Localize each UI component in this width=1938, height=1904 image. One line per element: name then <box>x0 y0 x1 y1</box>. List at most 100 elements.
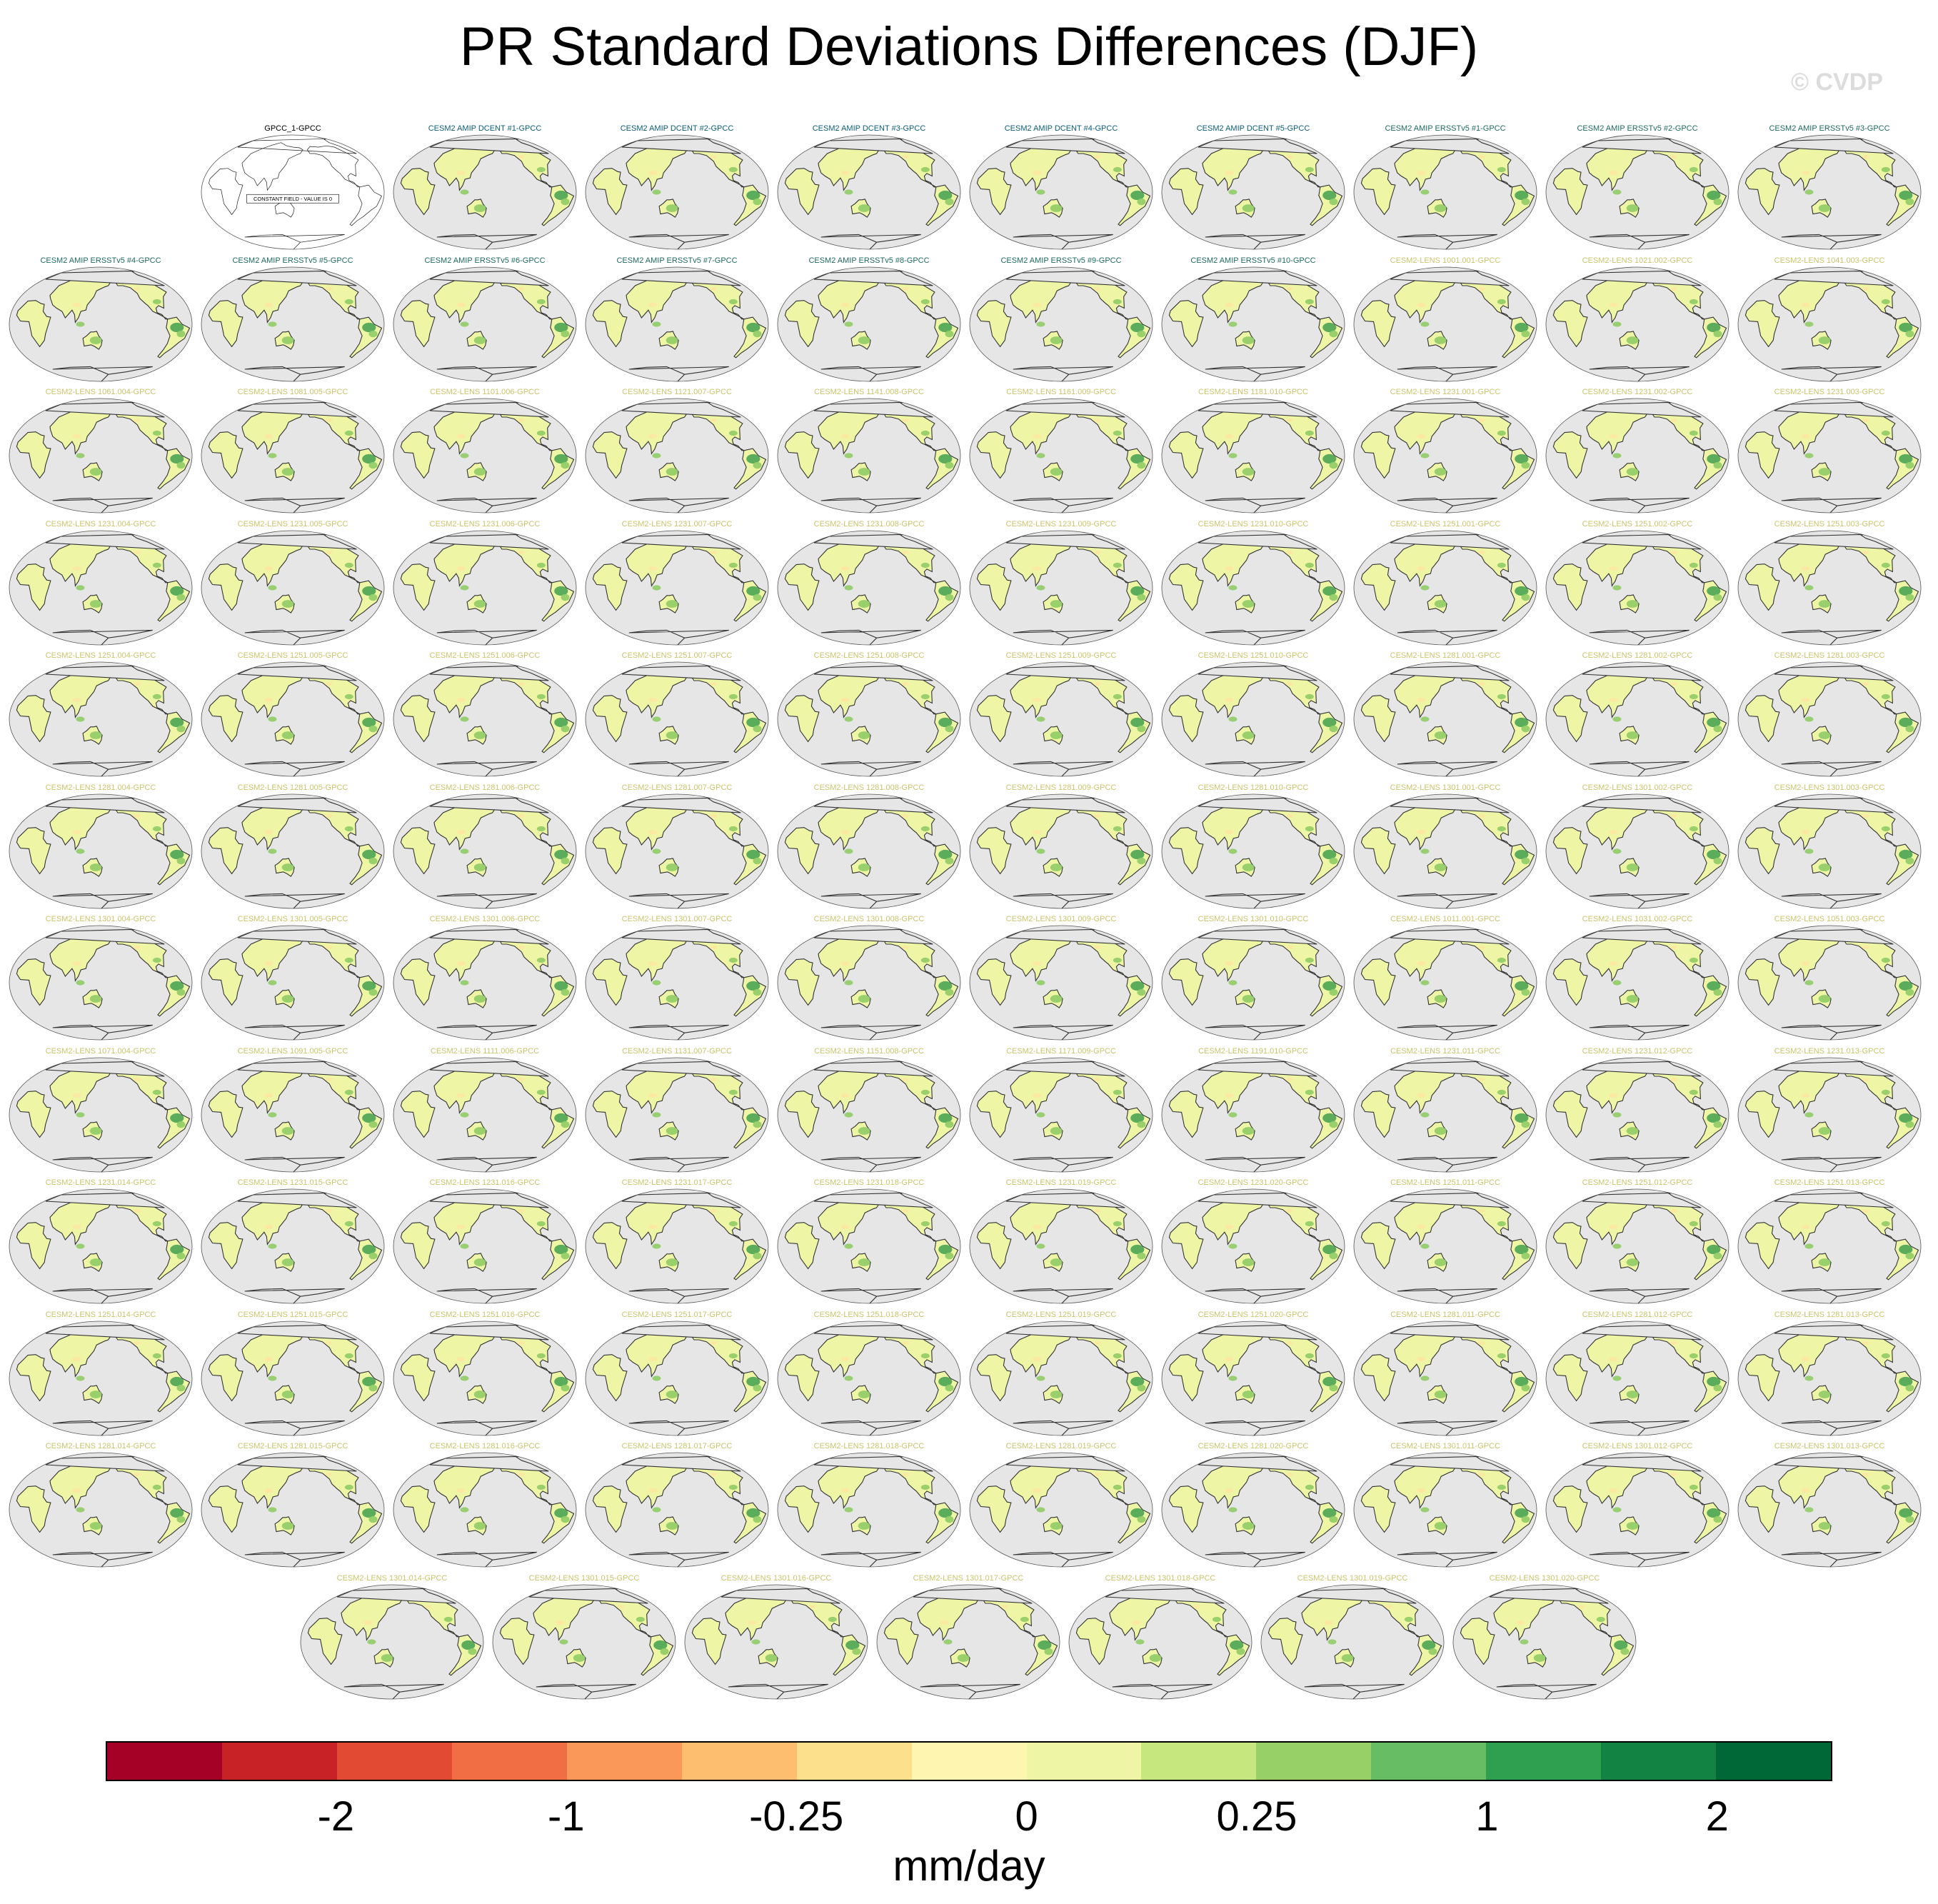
land-antarctica <box>1397 1024 1497 1040</box>
precip-anomaly-patch <box>1899 190 1913 201</box>
precip-anomaly-patch <box>362 586 376 596</box>
precip-anomaly-patch <box>648 698 658 702</box>
precip-anomaly-patch <box>1242 1390 1255 1398</box>
precip-anomaly-patch <box>1420 321 1430 327</box>
map-panel <box>201 661 385 777</box>
precip-anomaly-patch <box>456 171 466 175</box>
colorbar-tick-label: -1 <box>548 1793 585 1840</box>
precip-anomaly-patch <box>1521 593 1530 601</box>
precip-anomaly-patch <box>1521 198 1530 206</box>
land-greenland <box>1774 1061 1894 1077</box>
land-antarctica <box>1781 366 1882 381</box>
precip-anomaly-patch <box>1305 166 1314 173</box>
precip-anomaly-patch <box>844 453 853 459</box>
precip-anomaly-patch <box>268 453 277 459</box>
precip-anomaly-patch <box>709 1473 717 1476</box>
map-panel <box>969 398 1153 513</box>
precip-anomaly-patch <box>753 1515 762 1523</box>
panel-label: CESM2-LENS 1231.004-GPCC <box>45 519 156 528</box>
map-panel <box>393 134 577 250</box>
precip-anomaly-patch <box>1420 1375 1430 1381</box>
precip-anomaly-patch <box>473 731 486 739</box>
precip-anomaly-patch <box>536 1353 546 1358</box>
map-panel <box>585 530 769 645</box>
precip-anomaly-patch <box>1305 957 1314 963</box>
precip-anomaly-patch <box>1707 1244 1721 1255</box>
precip-anomaly-patch <box>845 1640 860 1650</box>
land-africaEdge <box>1360 1090 1396 1138</box>
colorbar-tick-label: -2 <box>317 1793 355 1840</box>
precip-anomaly-patch <box>844 584 853 591</box>
precip-anomaly-patch <box>368 1121 378 1128</box>
precip-anomaly-patch <box>176 1384 186 1391</box>
precip-anomaly-patch <box>1420 1507 1430 1513</box>
precip-anomaly-patch <box>920 826 930 831</box>
land-africaEdge <box>208 1222 243 1270</box>
precip-anomaly-patch <box>1093 155 1101 159</box>
precip-anomaly-patch <box>89 1522 102 1530</box>
precip-anomaly-patch <box>938 1508 953 1518</box>
precip-anomaly-patch <box>1818 863 1831 871</box>
map-panel <box>393 1321 577 1435</box>
precip-anomaly-patch <box>76 716 85 722</box>
land-africaEdge <box>1552 958 1588 1006</box>
land-greenland <box>528 1588 648 1604</box>
precip-anomaly-patch <box>840 829 850 834</box>
panel-label: CESM2-LENS 1251.003-GPCC <box>1774 519 1885 528</box>
map-panel <box>585 1321 769 1435</box>
map-panel <box>1161 1452 1345 1568</box>
land-africaEdge <box>400 695 436 743</box>
precip-anomaly-patch <box>1497 430 1506 436</box>
precip-anomaly-patch <box>460 321 469 327</box>
precip-anomaly-patch <box>1033 1093 1042 1098</box>
land-africaEdge <box>208 1090 243 1138</box>
map-panel <box>1545 1452 1729 1568</box>
precip-anomaly-patch <box>1497 1484 1506 1490</box>
precip-anomaly-patch <box>363 1620 373 1625</box>
precip-anomaly-patch <box>1322 190 1337 201</box>
precip-anomaly-patch <box>1420 980 1430 986</box>
precip-anomaly-patch <box>1862 682 1869 686</box>
panel-label: CESM2-LENS 1251.016-GPCC <box>429 1310 541 1319</box>
precip-anomaly-patch <box>1497 1089 1506 1095</box>
land-greenland <box>1005 1324 1125 1341</box>
precip-anomaly-patch <box>268 1243 277 1249</box>
panel-label: CESM2-LENS 1281.014-GPCC <box>45 1442 156 1450</box>
precip-anomaly-patch <box>1801 1225 1810 1229</box>
panel-label: CESM2-LENS 1301.013-GPCC <box>1774 1442 1885 1450</box>
land-antarctica <box>1205 1024 1305 1040</box>
land-antarctica <box>628 234 729 249</box>
map-panel <box>1353 1057 1537 1172</box>
precip-anomaly-patch <box>89 731 102 739</box>
precip-anomaly-patch <box>1801 829 1810 834</box>
precip-anomaly-patch <box>170 454 184 464</box>
precip-anomaly-patch <box>1521 1384 1530 1391</box>
land-africaEdge <box>208 299 243 347</box>
land-namerica <box>306 145 361 188</box>
land-greenland <box>813 1455 933 1472</box>
precip-anomaly-patch <box>648 1093 658 1098</box>
panel-label: CESM2-LENS 1301.015-GPCC <box>528 1573 640 1583</box>
map-outline <box>201 134 385 250</box>
land-greenland <box>1005 1192 1125 1208</box>
precip-anomaly-patch <box>1050 995 1063 1003</box>
precip-anomaly-patch <box>1285 419 1293 422</box>
panel-label: CESM2-LENS 1301.016-GPCC <box>721 1573 832 1583</box>
map-panel <box>1452 1584 1637 1699</box>
land-greenland <box>336 1588 456 1604</box>
map-panel <box>1161 398 1345 513</box>
land-greenland <box>237 928 357 945</box>
precip-anomaly-patch <box>76 1375 85 1381</box>
precip-anomaly-patch <box>1050 863 1063 871</box>
precip-anomaly-patch <box>1130 454 1145 464</box>
precip-anomaly-patch <box>1801 1093 1810 1098</box>
land-greenland <box>813 138 933 154</box>
precip-anomaly-patch <box>536 166 546 173</box>
precip-anomaly-patch <box>938 849 953 859</box>
precip-anomaly-patch <box>1130 981 1145 991</box>
land-africaEdge <box>400 1090 436 1138</box>
precip-anomaly-patch <box>1689 562 1698 568</box>
precip-anomaly-patch <box>72 1225 81 1229</box>
land-antarctica <box>1589 1156 1690 1172</box>
land-greenland <box>1005 1455 1125 1472</box>
